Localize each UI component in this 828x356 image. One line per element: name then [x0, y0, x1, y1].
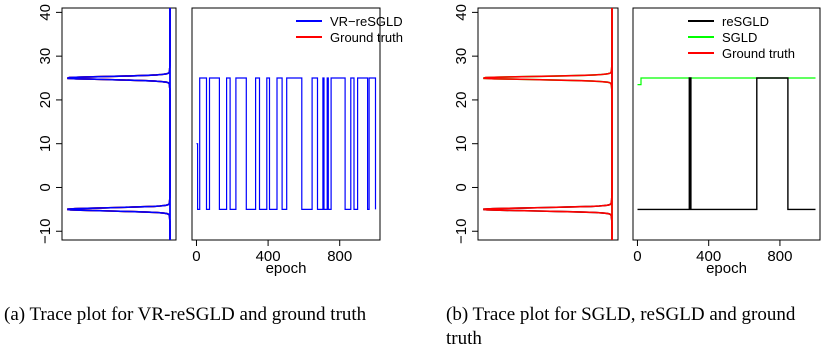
b-trace-xtick-label: 800: [767, 248, 792, 265]
a-trace-series-line: [196, 77, 377, 210]
b-density-ytick-label: 30: [453, 48, 470, 65]
b-trace-series-line: [637, 77, 816, 86]
a-trace-xtick-label: 800: [327, 248, 352, 265]
a-density-ytick-label: 0: [37, 183, 54, 191]
a-density-density-curve: [67, 8, 171, 240]
a-trace-xlabel: epoch: [266, 260, 307, 277]
a-trace-xtick-label: 0: [192, 248, 200, 265]
b-density-ytick-label: −10: [453, 219, 470, 244]
a-density-ytick-label: 10: [37, 135, 54, 152]
b-density-ytick-label: 0: [453, 183, 470, 191]
b-trace-xlabel: epoch: [706, 260, 747, 277]
b-density-density-curve: [483, 8, 613, 240]
a-density-ytick-label: 40: [37, 4, 54, 21]
a-trace-legend-label: Ground truth: [330, 30, 403, 45]
a-density-ytick-label: 30: [37, 48, 54, 65]
a-trace-legend-label: VR−reSGLD: [330, 14, 403, 29]
b-trace-xtick-label: 400: [696, 248, 721, 265]
b-trace-legend-label: reSGLD: [722, 14, 769, 29]
a-density-panel: −10 0 10 20 30 40: [37, 4, 177, 244]
b-density-density-curve: [483, 8, 613, 240]
a-trace-xtick-label: 400: [256, 248, 281, 265]
b-trace-legend-label: SGLD: [722, 30, 757, 45]
a-density-ytick-label: 20: [37, 92, 54, 109]
b-density-ytick-label: 40: [453, 4, 470, 21]
a-trace-frame: [191, 7, 381, 241]
b-trace-xtick-label: 0: [633, 248, 641, 265]
b-density-ytick-label: 10: [453, 135, 470, 152]
b-density-frame: [477, 7, 619, 241]
b-trace-legend-label: Ground truth: [722, 46, 795, 61]
caption-b: (b) Trace plot for SGLD, reSGLD and grou…: [446, 304, 796, 349]
b-density-density-curve: [483, 8, 613, 240]
caption-a: (a) Trace plot for VR-reSGLD and ground …: [4, 304, 367, 325]
a-density-density-curve: [67, 8, 171, 240]
a-density-ytick-label: −10: [37, 219, 54, 244]
a-density-frame: [61, 7, 177, 241]
b-trace-frame: [632, 7, 821, 241]
a-density-density-curve: [67, 8, 171, 240]
b-density-ytick-label: 20: [453, 92, 470, 109]
b-density-panel: −10 0 10 20 30 40: [453, 4, 619, 244]
b-trace-series-line: [637, 77, 816, 211]
